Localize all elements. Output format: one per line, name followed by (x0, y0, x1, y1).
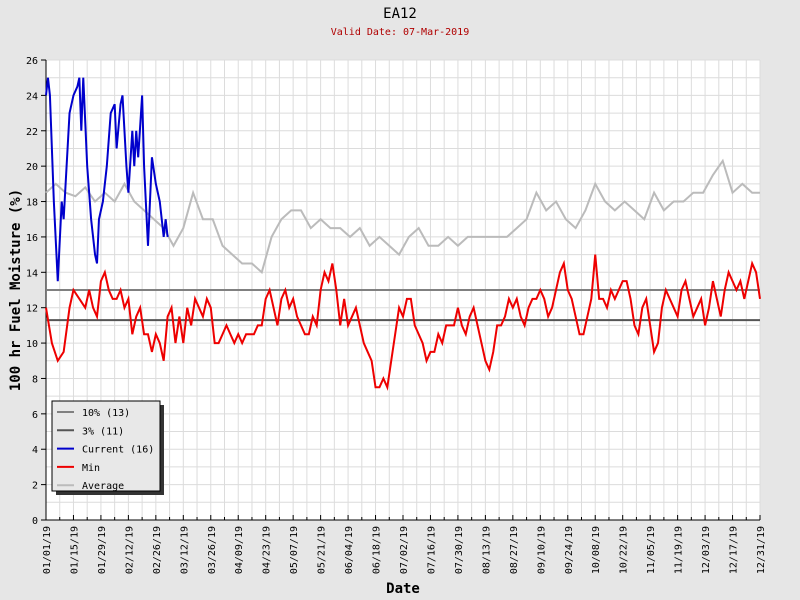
y-tick-label: 8 (32, 374, 38, 385)
x-tick-label: 11/05/19 (646, 526, 657, 574)
x-tick-label: 07/16/19 (426, 526, 437, 574)
legend (51, 400, 161, 492)
x-tick-label: 09/24/19 (564, 526, 575, 574)
x-tick-label: 07/30/19 (454, 526, 465, 574)
y-tick-label: 4 (32, 445, 38, 456)
x-tick-label: 04/09/19 (234, 526, 245, 574)
y-tick-label: 12 (26, 304, 38, 315)
x-tick-label: 10/22/19 (619, 526, 630, 574)
legend-label: Average (82, 481, 124, 492)
x-tick-label: 01/29/19 (97, 526, 108, 574)
x-tick-label: 01/01/19 (42, 526, 53, 574)
y-tick-label: 0 (32, 516, 38, 527)
chart-title: EA12 (383, 6, 417, 22)
x-tick-label: 02/26/19 (152, 526, 163, 574)
x-tick-label: 08/13/19 (481, 526, 492, 574)
y-tick-label: 24 (26, 91, 38, 102)
y-tick-label: 2 (32, 481, 38, 492)
legend-label: 3% (11) (82, 426, 124, 437)
x-tick-label: 12/03/19 (701, 526, 712, 574)
x-tick-label: 12/17/19 (729, 526, 740, 574)
legend-label: Min (82, 463, 100, 474)
x-tick-label: 08/27/19 (509, 526, 520, 574)
x-tick-label: 06/04/19 (344, 526, 355, 574)
x-tick-label: 07/02/19 (399, 526, 410, 574)
y-tick-label: 26 (26, 56, 38, 67)
x-tick-label: 02/12/19 (124, 526, 135, 574)
x-tick-label: 09/10/19 (536, 526, 547, 574)
y-axis-label: 100 hr Fuel Moisture (%) (8, 189, 24, 391)
y-tick-label: 10 (26, 339, 38, 350)
legend-label: 10% (13) (82, 408, 130, 419)
legend-label: Current (16) (82, 445, 154, 456)
x-tick-label: 03/26/19 (207, 526, 218, 574)
y-tick-label: 18 (26, 198, 38, 209)
y-tick-label: 20 (26, 162, 38, 173)
x-tick-label: 05/07/19 (289, 526, 300, 574)
x-tick-label: 01/15/19 (69, 526, 80, 574)
x-tick-label: 03/12/19 (179, 526, 190, 574)
y-tick-label: 16 (26, 233, 38, 244)
x-tick-label: 05/21/19 (317, 526, 328, 574)
y-tick-label: 6 (32, 410, 38, 421)
series-line-min (45, 254, 761, 391)
y-tick-label: 22 (26, 127, 38, 138)
x-tick-label: 12/31/19 (756, 526, 767, 574)
x-tick-label: 04/23/19 (262, 526, 273, 574)
x-tick-label: 11/19/19 (674, 526, 685, 574)
series-line-current (45, 77, 169, 282)
chart-subtitle: Valid Date: 07-Mar-2019 (330, 27, 470, 38)
x-tick-label: 06/18/19 (372, 526, 383, 574)
x-tick-label: 10/08/19 (591, 526, 602, 574)
y-tick-label: 14 (26, 268, 38, 279)
x-axis-label: Date (386, 581, 420, 597)
